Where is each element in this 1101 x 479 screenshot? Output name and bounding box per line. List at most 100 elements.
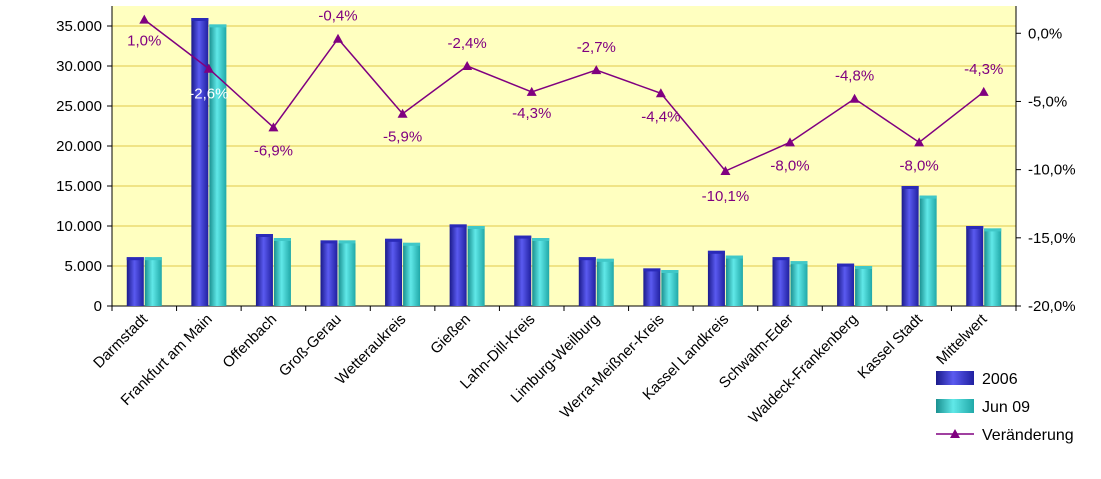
line-marker: [139, 14, 150, 24]
right-tick-label: -20,0%: [1028, 298, 1076, 315]
bar-top-2006: [126, 257, 144, 261]
left-tick-label: 5.000: [64, 258, 102, 275]
line-marker: [333, 33, 343, 43]
legend-swatch-2006: [936, 371, 974, 385]
bar-jun-09: [919, 195, 937, 306]
line-data-label: -2,6%: [189, 86, 228, 103]
line-marker: [914, 137, 925, 147]
bar-2006: [578, 257, 596, 306]
bar-2006: [449, 224, 467, 306]
line-marker: [591, 65, 602, 75]
line-data-label: -10,1%: [702, 188, 750, 205]
bar-jun-09: [661, 270, 679, 306]
bar-top-jun-09: [855, 266, 873, 269]
bar-jun-09: [790, 261, 808, 306]
bar-jun-09: [403, 242, 421, 306]
legend: 2006 Jun 09 Veränderung: [936, 371, 1074, 444]
bar-top-jun-09: [790, 261, 808, 265]
category-label: Waldeck-Frankenberg: [745, 311, 861, 427]
bar-top-jun-09: [661, 270, 679, 273]
line-marker: [462, 61, 473, 70]
bar-2006: [385, 238, 403, 306]
line-marker: [785, 137, 795, 147]
bar-2006: [707, 250, 725, 306]
left-tick-label: 30.000: [56, 58, 102, 75]
bar-jun-09: [725, 255, 743, 306]
bar-2006: [255, 234, 273, 306]
legend-swatch-jun-09: [936, 399, 974, 413]
bar-2006: [643, 268, 661, 306]
line-data-label: -8,0%: [770, 157, 809, 174]
legend-label: 2006: [982, 371, 1018, 388]
plot-area: [112, 6, 1016, 306]
bar-jun-09: [273, 238, 291, 306]
line-marker: [268, 122, 279, 132]
category-label: Groß-Gerau: [276, 311, 345, 380]
left-tick-label: 15.000: [56, 178, 102, 195]
left-tick-label: 25.000: [56, 98, 102, 115]
bar-jun-09: [984, 228, 1002, 306]
bar-top-jun-09: [532, 238, 550, 241]
bar-top-2006: [772, 257, 790, 261]
bar-top-jun-09: [596, 258, 614, 262]
line-data-label: -5,9%: [383, 129, 422, 146]
line-data-label: -2,4%: [448, 35, 487, 52]
bar-jun-09: [467, 226, 485, 306]
bar-jun-09: [144, 257, 162, 306]
bar-top-jun-09: [209, 24, 227, 28]
right-tick-label: -5,0%: [1028, 93, 1067, 110]
line-data-label: -4,3%: [964, 61, 1003, 78]
bar-top-jun-09: [984, 228, 1002, 232]
bar-top-jun-09: [273, 238, 291, 241]
bar-2006: [837, 263, 855, 306]
bar-top-jun-09: [467, 226, 485, 229]
line-marker: [203, 63, 214, 73]
bar-top-2006: [966, 226, 984, 229]
bar-jun-09: [596, 258, 614, 306]
bar-jun-09: [338, 240, 356, 306]
bar-2006: [966, 226, 984, 306]
bar-top-2006: [449, 224, 467, 228]
bar-2006: [191, 18, 209, 306]
bar-2006: [772, 257, 790, 306]
left-tick-label: 10.000: [56, 218, 102, 235]
bar-top-2006: [837, 263, 855, 267]
bar-2006: [320, 240, 338, 306]
right-tick-label: -10,0%: [1028, 162, 1076, 179]
line-data-label: -4,8%: [835, 68, 874, 85]
bar-top-jun-09: [403, 242, 421, 246]
right-tick-label: -15,0%: [1028, 230, 1076, 247]
category-label: Kassel Stadt: [854, 310, 926, 382]
left-tick-label: 0: [94, 298, 102, 315]
line-data-label: -0,4%: [318, 8, 357, 25]
bar-jun-09: [532, 238, 550, 306]
left-tick-label: 20.000: [56, 138, 102, 155]
bar-top-2006: [578, 257, 596, 261]
line-marker: [526, 86, 537, 96]
line-marker: [655, 88, 666, 98]
line-marker: [720, 166, 731, 175]
line-data-label: -2,7%: [577, 39, 616, 56]
bar-top-jun-09: [919, 195, 937, 199]
left-tick-label: 35.000: [56, 18, 102, 35]
line-data-label: 1,0%: [127, 33, 161, 50]
bar-jun-09: [209, 24, 227, 307]
bar-jun-09: [855, 266, 873, 306]
bar-top-2006: [901, 186, 919, 189]
bar-2006: [126, 257, 144, 306]
category-label: Gießen: [427, 311, 474, 358]
category-label: Darmstadt: [90, 310, 152, 372]
bar-top-2006: [707, 250, 725, 254]
bar-top-2006: [191, 18, 209, 21]
bar-top-2006: [255, 234, 273, 237]
line-data-label: -6,9%: [254, 142, 293, 159]
line-marker: [849, 93, 860, 103]
legend-label: Veränderung: [982, 427, 1074, 444]
line-marker: [397, 108, 408, 118]
legend-label: Jun 09: [982, 399, 1030, 416]
category-label: Mittelwert: [933, 310, 991, 368]
bar-2006: [901, 186, 919, 306]
line-data-label: -8,0%: [900, 157, 939, 174]
